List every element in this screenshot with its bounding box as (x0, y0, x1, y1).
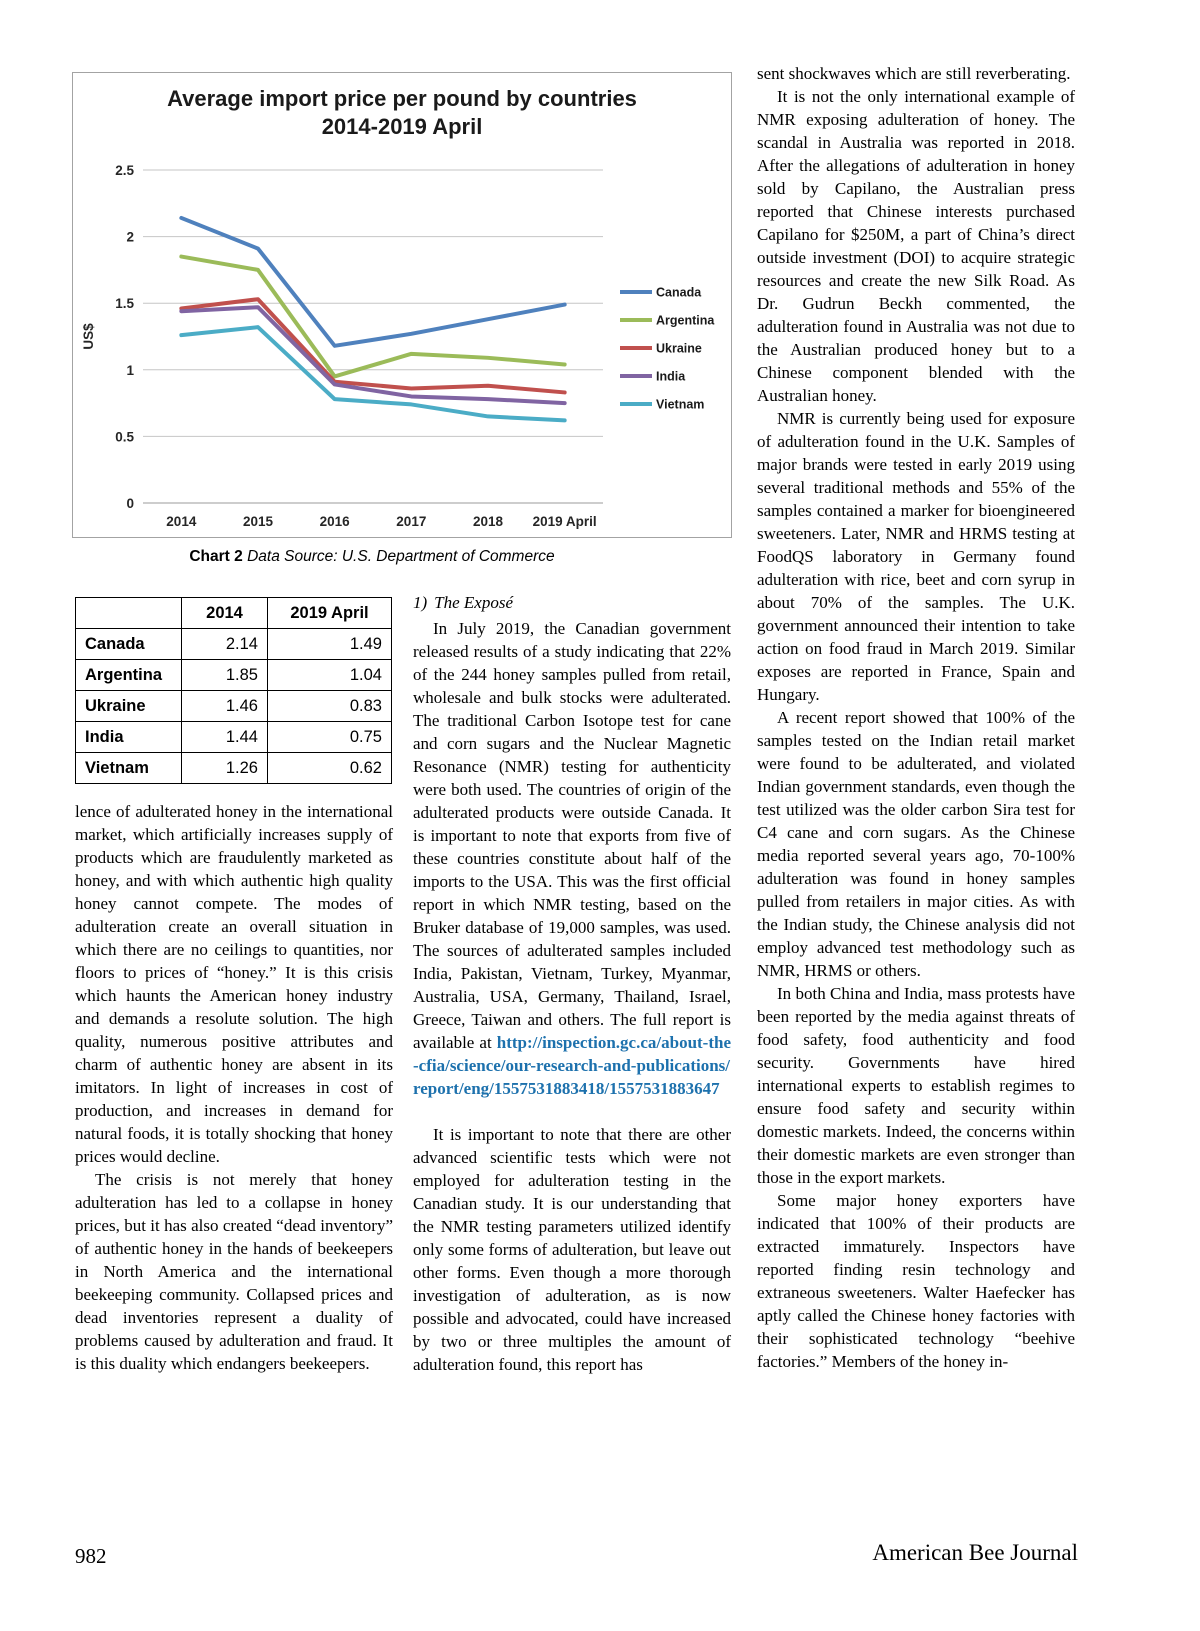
series-line-argentina (179, 254, 567, 379)
table-cell-2019: 1.49 (267, 628, 392, 660)
x-tick-label: 2017 (396, 514, 426, 529)
table-cell-country: Vietnam (75, 752, 182, 784)
table-cell-2014: 1.26 (181, 752, 268, 784)
series-line-india (179, 305, 567, 406)
table-cell-2019: 0.75 (267, 721, 392, 753)
table-row: Argentina 1.85 1.04 (75, 659, 392, 691)
y-tick-label: 1.5 (115, 296, 134, 311)
right-column: sent shockwaves which are still reverber… (757, 62, 1075, 1373)
table-cell-country: India (75, 721, 182, 753)
y-tick-label: 0.5 (115, 429, 134, 444)
legend-label-argentina: Argentina (656, 314, 715, 328)
legend-label-canada: Canada (656, 286, 702, 300)
table-header-2019-april: 2019 April (267, 597, 392, 629)
y-axis-title: US$ (81, 323, 96, 350)
series-line-ukraine (179, 297, 567, 395)
x-tick-label: 2015 (243, 514, 274, 529)
report-link[interactable]: http://inspection.gc.ca/about-the-cfia/s… (413, 1033, 732, 1098)
legend-label-india: India (656, 370, 686, 384)
table-cell-country: Argentina (75, 659, 182, 691)
x-tick-label: 2018 (473, 514, 504, 529)
y-tick-label: 1 (126, 363, 134, 378)
chart-title: Average import price per pound by countr… (167, 86, 637, 111)
legend-label-ukraine: Ukraine (656, 342, 702, 356)
table-header-2014: 2014 (181, 597, 268, 629)
left-column: lence of adulterated honey in the intern… (75, 800, 393, 1375)
body-paragraph: In July 2019, the Canadian government re… (413, 617, 731, 1100)
table-row: Vietnam 1.26 0.62 (75, 752, 392, 784)
x-tick-label: 2014 (166, 514, 197, 529)
journal-name: American Bee Journal (872, 1540, 1078, 1565)
chart-title-block: Average import price per pound by countr… (73, 73, 731, 140)
table-cell-2019: 0.83 (267, 690, 392, 722)
table-cell-country: Canada (75, 628, 182, 660)
page-number: 982 (75, 1544, 107, 1568)
middle-column: 1) The Exposé In July 2019, the Canadian … (413, 591, 731, 1376)
body-paragraph: It is important to note that there are o… (413, 1125, 731, 1374)
chart-caption-label: Chart 2 (189, 548, 243, 565)
chart-plot: 0 0.5 1 1.5 2 2.5 2014 2015 2016 2017 2018 2019 Apr… (81, 163, 715, 529)
y-tick-label: 0 (126, 496, 134, 511)
table-cell-2019: 0.62 (267, 752, 392, 784)
table-cell-2019: 1.04 (267, 659, 392, 691)
price-table: 2014 2019 April Canada 2.14 1.49 Argenti… (75, 597, 392, 784)
chart-figure: Average import price per pound by countr… (72, 72, 732, 538)
chart-caption-text: Data Source: U.S. Department of Commerce (247, 548, 555, 565)
body-paragraph: A recent report showed that 100% of the … (757, 708, 1075, 980)
table-cell-2014: 1.44 (181, 721, 268, 753)
table-row: India 1.44 0.75 (75, 721, 392, 753)
chart-subtitle: 2014-2019 April (321, 113, 483, 139)
series-line-canada (179, 215, 567, 348)
x-tick-label: 2016 (320, 514, 351, 529)
table-cell-2014: 1.46 (181, 690, 268, 722)
body-paragraph: Some major honey exporters have indicate… (757, 1191, 1075, 1371)
section-heading: 1) The Exposé (413, 591, 731, 614)
chart-caption: Chart 2 Data Source: U.S. Department of … (72, 548, 672, 566)
legend-label-vietnam: Vietnam (656, 398, 704, 412)
table-row: Canada 2.14 1.49 (75, 628, 392, 660)
table-header-blank (75, 597, 182, 629)
series-line-vietnam (179, 325, 567, 423)
section-title: The Exposé (434, 593, 514, 612)
body-paragraph: lence of adulterated honey in the intern… (75, 802, 393, 1166)
x-tick-label: 2019 April (533, 514, 597, 529)
table-cell-2014: 1.85 (181, 659, 268, 691)
paragraph-text: In July 2019, the Canadian government re… (413, 619, 731, 1052)
section-number: 1) (413, 593, 428, 612)
body-paragraph: sent shockwaves which are still reverber… (757, 64, 1071, 83)
body-paragraph: In both China and India, mass protests h… (757, 984, 1075, 1187)
table-cell-2014: 2.14 (181, 628, 268, 660)
table-row: Ukraine 1.46 0.83 (75, 690, 392, 722)
y-tick-label: 2 (126, 230, 134, 245)
body-paragraph: It is not the only international example… (757, 87, 1075, 405)
table-cell-country: Ukraine (75, 690, 182, 722)
body-paragraph: NMR is currently being used for exposure… (757, 409, 1075, 704)
table-header-row: 2014 2019 April (75, 597, 392, 629)
y-tick-label: 2.5 (115, 163, 134, 178)
body-paragraph: The crisis is not merely that honey adul… (75, 1170, 393, 1373)
